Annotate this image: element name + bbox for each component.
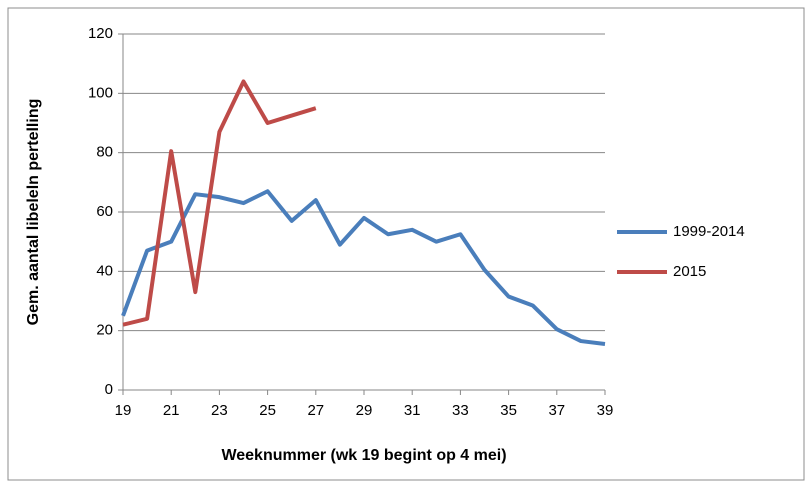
chart-border	[7, 7, 805, 481]
y-axis-label: Gem. aantal libeleln pertelling	[25, 99, 42, 326]
y-tick-label: 60	[96, 203, 113, 220]
x-axis-label: Weeknummer (wk 19 begint op 4 mei)	[221, 447, 506, 464]
x-tick-label: 25	[259, 402, 276, 419]
y-tick-label: 40	[96, 262, 113, 279]
y-tick-label: 20	[96, 322, 113, 339]
x-tick-label: 21	[163, 402, 180, 419]
y-tick-label: 100	[88, 84, 113, 101]
x-tick-label: 37	[548, 402, 565, 419]
x-tick-label: 33	[452, 402, 469, 419]
y-tick-label: 80	[96, 144, 113, 161]
x-tick-label: 31	[404, 402, 421, 419]
legend-label: 2015	[673, 263, 706, 280]
x-tick-label: 29	[356, 402, 373, 419]
x-tick-label: 23	[211, 402, 228, 419]
x-tick-label: 27	[307, 402, 324, 419]
series-line	[121, 189, 606, 347]
x-tick-label: 19	[115, 402, 132, 419]
series-line	[122, 79, 317, 327]
legend-label: 1999-2014	[673, 223, 745, 240]
y-tick-label: 120	[88, 25, 113, 42]
x-tick-label: 35	[500, 402, 517, 419]
y-tick-label: 0	[105, 381, 113, 398]
x-tick-label: 39	[597, 402, 614, 419]
